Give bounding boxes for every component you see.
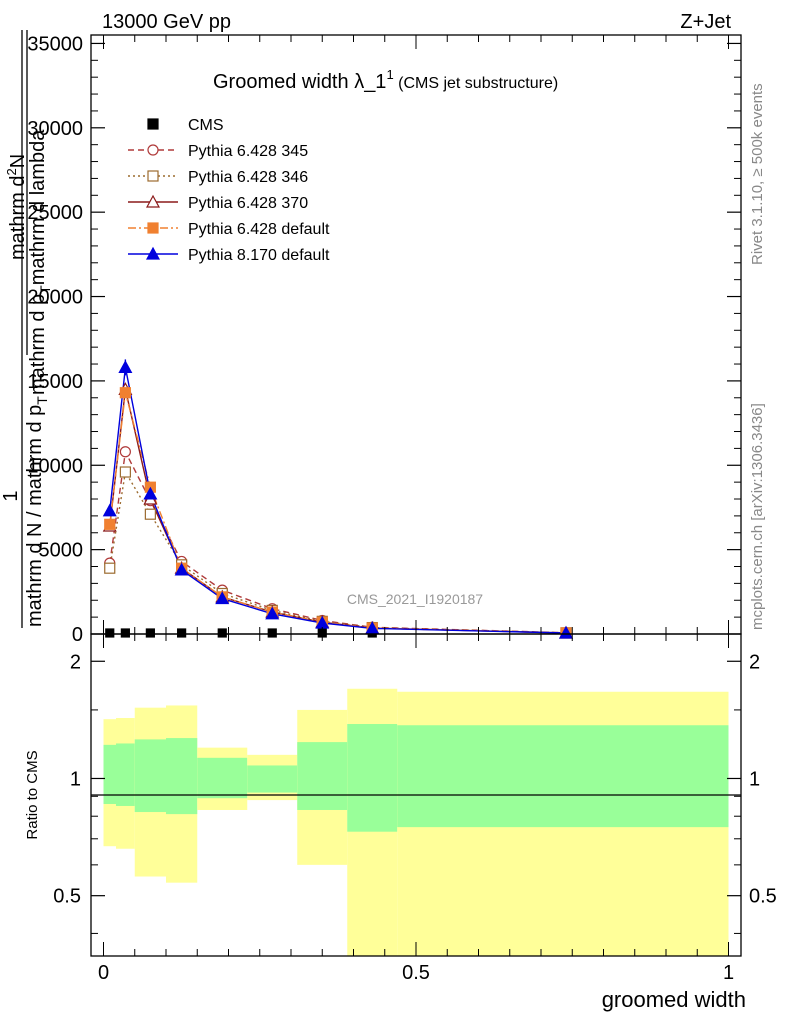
ratio-bands [103,688,729,956]
data-point-cms-1 [120,628,130,638]
data-point-pythia-8-170-default-1 [118,360,133,374]
data-point-pythia-6-428-default-1 [119,387,131,399]
ratio-ytick-label-2: 2 [70,651,81,673]
main-y-ticks: 0 5000 10000 15000 20000 25000 30000 35000 [27,33,741,646]
ratio-ytick-label-1: 1 [70,768,81,790]
stat-uncertainty-band-0 [103,744,116,804]
ratio-ytick-label-right-2: 2 [749,651,760,673]
data-point-pythia-8-170-default-2 [143,486,158,500]
data-point-pythia-6-428-345-1 [119,446,131,458]
legend-marker-pythia-6-428-default [147,222,159,234]
data-point-pythia-8-170-default-0 [102,503,117,517]
series-line-pythia-6-428-345 [109,449,567,634]
xtick-label-1: 0.5 [402,962,430,984]
xtick-label-0: 0 [98,962,109,984]
main-ylabel-numerator-2: mathrm d2N [4,154,29,260]
legend-marker-pythia-6-428-370 [145,194,161,208]
legend-label-pythia-6-428-346: Pythia 6.428 346 [188,169,308,186]
stat-uncertainty-band-5 [247,765,298,793]
stat-uncertainty-band-2 [134,739,166,813]
main-series-lines [109,367,567,634]
series-line-pythia-6-428-346 [109,469,567,634]
energy-label: 13000 GeV pp [102,11,231,33]
data-point-pythia-6-428-346-1 [119,466,131,478]
x-ticks: 0 0.5 1 [98,35,734,984]
main-ytick-label-7: 35000 [27,33,83,55]
data-point-pythia-6-428-346-0 [104,562,116,574]
data-point-pythia-8-170-default-5 [265,606,280,620]
data-point-pythia-6-428-346-2 [144,508,156,520]
legend-label-pythia-6-428-370: Pythia 6.428 370 [188,195,308,212]
main-ytick-label-3: 15000 [27,371,83,393]
stat-uncertainty-band-8 [397,725,729,828]
mcplots-label: mcplots.cern.ch [arXiv:1306.3436] [749,403,766,630]
main-ylabel: 1 mathrm d N / mathrm d pT mathrm d2N ma… [0,30,53,628]
legend-label-pythia-6-428-default: Pythia 6.428 default [188,221,330,238]
stat-uncertainty-band-4 [197,757,248,799]
legend: CMS Pythia 6.428 345 Pythia 6.428 346 Pythi… [128,117,330,264]
data-point-cms-4 [217,628,227,638]
plot-title: Groomed width λ_11 (CMS jet substructure… [213,67,558,93]
data-point-pythia-8-170-default-4 [215,591,230,605]
ratio-ytick-label-right-0: 0.5 [749,886,777,908]
legend-label-pythia-6-428-345: Pythia 6.428 345 [188,143,308,160]
series-line-pythia-6-428-370 [109,389,567,634]
data-point-cms-3 [177,628,187,638]
legend-marker-pythia-6-428-345 [147,144,159,156]
main-series-markers [102,359,574,639]
main-ytick-label-0: 0 [72,624,83,646]
data-point-cms-2 [145,628,155,638]
data-point-cms-0 [105,628,115,638]
stat-uncertainty-band-1 [116,743,135,806]
stat-uncertainty-band-3 [166,738,198,815]
main-ytick-label-1: 5000 [39,540,84,562]
data-point-cms-5 [267,628,277,638]
stat-uncertainty-band-6 [297,742,348,810]
legend-label-cms: CMS [188,117,224,134]
main-ytick-label-4: 20000 [27,287,83,309]
ratio-y-ticks: 0.5 0.5 1 1 2 2 [53,651,777,934]
analysis-watermark: CMS_2021_I1920187 [347,591,483,607]
main-ylabel-numerator-1: 1 [0,490,22,501]
stat-uncertainty-band-7 [347,724,398,832]
data-point-pythia-6-428-default-0 [104,518,116,530]
legend-marker-pythia-8-170-default [145,246,161,260]
ratio-ytick-label-right-1: 1 [749,768,760,790]
data-point-pythia-8-170-default-8 [558,625,574,639]
main-ytick-label-5: 25000 [27,202,83,224]
main-ylabel-denominator-1: mathrm d N / mathrm d pT [24,396,50,627]
series-line-pythia-6-428-default [109,392,567,634]
process-label: Z+Jet [680,11,731,33]
x-axis-label: groomed width [602,987,746,1012]
legend-label-pythia-8-170-default: Pythia 8.170 default [188,247,330,264]
series-line-pythia-8-170-default [109,367,567,634]
legend-marker-pythia-6-428-346 [147,170,159,182]
ratio-ylabel: Ratio to CMS [24,750,41,839]
data-point-pythia-8-170-default-3 [174,562,189,576]
rivet-label: Rivet 3.1.10, ≥ 500k events [749,83,766,265]
main-ytick-label-6: 30000 [27,118,83,140]
main-ytick-label-2: 10000 [27,455,83,477]
main-ylabel-denominator-2: mathrm d pTmathrm d lambda [27,129,53,395]
xtick-label-2: 1 [723,962,734,984]
legend-marker-cms [147,118,159,130]
ratio-ytick-label-0: 0.5 [53,886,81,908]
